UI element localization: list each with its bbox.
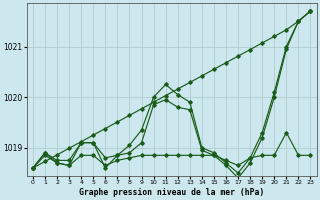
- X-axis label: Graphe pression niveau de la mer (hPa): Graphe pression niveau de la mer (hPa): [79, 188, 264, 197]
